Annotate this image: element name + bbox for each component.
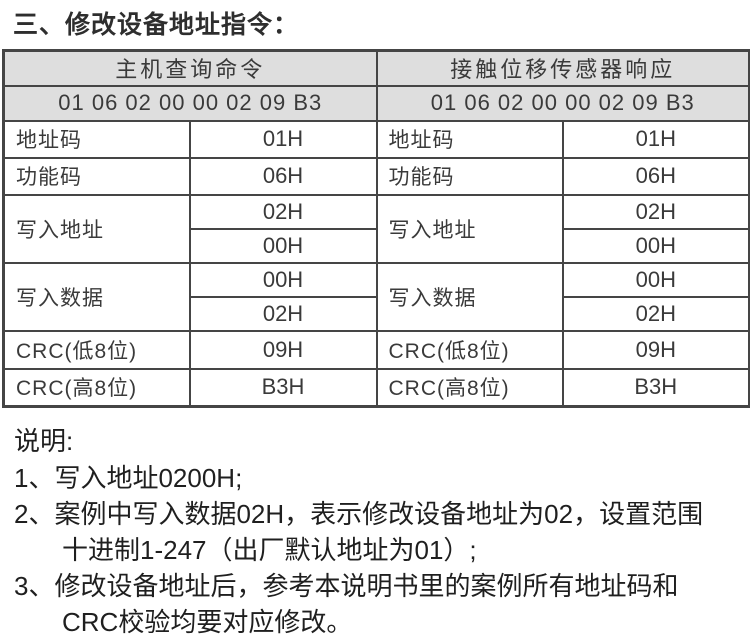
crc-low-value: 09H <box>561 329 750 370</box>
document-page: 三、修改设备地址指令： 主机查询命令 接触位移传感器响应 01 06 02 00… <box>0 5 750 637</box>
table-row-address-code: 地址码 01H 地址码 01H <box>2 119 750 159</box>
table-row-write-address-hi: 写入地址 02H 写入地址 02H <box>2 193 750 264</box>
crc-low-value: 09H <box>188 329 378 370</box>
write-address-hi-value: 02H <box>188 193 378 230</box>
table-row-write-data-lo: 02H 02H <box>4 295 750 332</box>
table-row-crc-high: CRC(高8位) B3H CRC(高8位) B3H <box>2 367 750 408</box>
address-code-value: 01H <box>188 119 378 159</box>
write-address-hi-value: 02H <box>561 193 750 230</box>
write-data-lo-value: 02H <box>188 295 378 332</box>
write-address-label: 写入地址 <box>375 193 564 264</box>
notes-heading: 说明: <box>14 426 74 456</box>
function-code-label: 功能码 <box>375 156 564 196</box>
table-row-write-address-lo: 00H 00H <box>4 227 750 264</box>
crc-high-label: CRC(高8位) <box>2 367 191 408</box>
note-item-2-line-1: 2、案例中写入数据02H，表示修改设备地址为02，设置范围 <box>14 499 704 529</box>
function-code-value: 06H <box>561 156 750 196</box>
note-item-1: 1、写入地址0200H; <box>14 463 243 493</box>
note-item-2-line-2: 十进制1-247（出厂默认地址为01）; <box>62 535 477 565</box>
sensor-response-header: 接触位移传感器响应 <box>375 49 750 87</box>
write-data-hi-value: 00H <box>561 261 750 298</box>
table-row-crc-low: CRC(低8位) 09H CRC(低8位) 09H <box>2 329 750 370</box>
note-item-3-line-1: 3、修改设备地址后，参考本说明书里的案例所有地址码和 <box>14 571 679 601</box>
crc-high-value: B3H <box>561 367 750 408</box>
note-item-3-line-2: CRC校验均要对应修改。 <box>62 607 353 637</box>
host-query-header: 主机查询命令 <box>2 49 378 87</box>
function-code-value: 06H <box>188 156 378 196</box>
write-data-label: 写入数据 <box>2 261 191 332</box>
function-code-label: 功能码 <box>2 156 191 196</box>
address-code-value: 01H <box>561 119 750 159</box>
host-hex-frame: 01 06 02 00 00 02 09 B3 <box>2 84 378 122</box>
notes-section: 说明: 1、写入地址0200H; 2、案例中写入数据02H，表示修改设备地址为0… <box>14 423 750 640</box>
modbus-command-table: 主机查询命令 接触位移传感器响应 01 06 02 00 00 02 09 B3… <box>2 49 750 408</box>
crc-high-label: CRC(高8位) <box>375 367 564 408</box>
write-data-label: 写入数据 <box>375 261 564 332</box>
hex-frame-row: 01 06 02 00 00 02 09 B3 01 06 02 00 00 0… <box>2 84 750 122</box>
write-data-lo-value: 02H <box>561 295 750 332</box>
crc-low-label: CRC(低8位) <box>375 329 564 370</box>
write-address-label: 写入地址 <box>2 193 191 264</box>
table-header-row: 主机查询命令 接触位移传感器响应 <box>2 49 750 87</box>
address-code-label: 地址码 <box>375 119 564 159</box>
crc-high-value: B3H <box>188 367 378 408</box>
write-address-lo-value: 00H <box>188 227 378 264</box>
table-row-function-code: 功能码 06H 功能码 06H <box>2 156 750 196</box>
crc-low-label: CRC(低8位) <box>2 329 191 370</box>
write-data-hi-value: 00H <box>188 261 378 298</box>
sensor-hex-frame: 01 06 02 00 00 02 09 B3 <box>375 84 750 122</box>
address-code-label: 地址码 <box>2 119 191 159</box>
table-row-write-data-hi: 写入数据 00H 写入数据 00H <box>2 261 750 332</box>
write-address-lo-value: 00H <box>561 227 750 264</box>
page-title: 三、修改设备地址指令： <box>13 11 300 39</box>
